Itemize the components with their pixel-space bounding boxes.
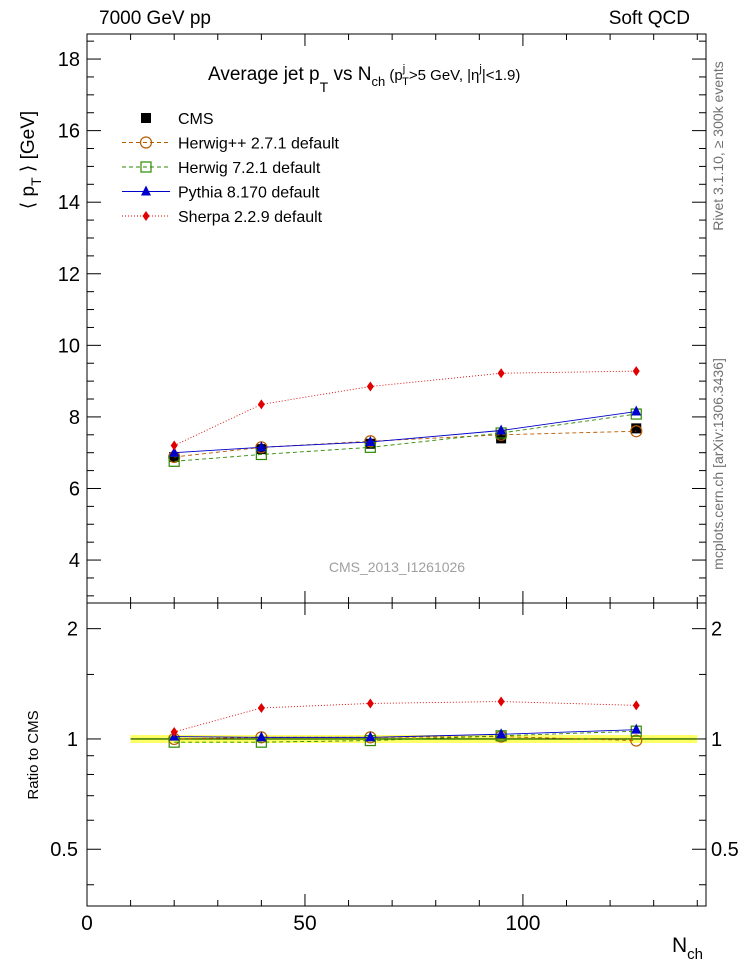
ratio-point-pythia-8-170-default [365,731,376,742]
legend-item-cms: CMS [141,111,214,128]
bottom-y-tick-label: 0.5 [50,839,78,861]
top-point-pythia-8-170-default [169,446,180,457]
top-series-herwig-2-7-1-default [168,425,643,464]
top-series-group [168,366,643,467]
top-line-pythia-8-170-default [174,411,637,454]
legend-item-pythia-8-170-default: Pythia 8.170 default [122,185,320,202]
top-point-sherpa-2-2-9-default [257,399,265,410]
x-tick-label: 50 [293,912,316,935]
header-energy: 7000 GeV pp [99,8,211,29]
legend-label: Herwig++ 2.7.1 default [178,136,340,153]
legend-marker [140,161,152,173]
top-y-tick-label: 14 [58,192,80,214]
ratio-series-group [168,696,643,748]
legend-marker [141,185,151,196]
ratio-point-pythia-8-170-default [496,728,507,739]
legend-item-herwig-7-2-1-default: Herwig 7.2.1 default [122,160,321,177]
legend-item-sherpa-2-2-9-default: Sherpa 2.2.9 default [122,209,323,226]
legend: CMS Herwig++ 2.7.1 default Herwig 7.2.1 de… [122,111,340,226]
top-series-sherpa-2-2-9-default [170,366,640,451]
rivet-info: Rivet 3.1.10, ≥ 300k events [710,61,726,231]
ratio-point-sherpa-2-2-9-default [497,696,505,707]
ratio-point-sherpa-2-2-9-default [170,726,178,737]
ratio-point-pythia-8-170-default [256,731,267,742]
x-tick-label: 100 [505,912,540,935]
top-point-herwig-2-7-1-default [630,425,643,438]
top-point-pythia-8-170-default [256,441,267,452]
legend-label: Herwig 7.2.1 default [178,160,321,177]
header-category: Soft QCD [608,8,690,29]
legend-marker [139,136,153,149]
top-point-sherpa-2-2-9-default [170,440,178,451]
ratio-point-sherpa-2-2-9-default [366,698,374,709]
top-y-tick-label: 18 [58,49,80,71]
top-y-tick-label: 16 [58,121,80,143]
x-tick-label: 0 [81,912,93,935]
top-point-sherpa-2-2-9-default [366,381,374,392]
top-point-pythia-8-170-default [496,424,507,435]
ratio-point-herwig-2-7-1-default [630,734,643,747]
ratio-line-sherpa-2-2-9-default [174,701,637,733]
legend-label: Pythia 8.170 default [178,185,320,202]
analysis-watermark: CMS_2013_I1261026 [329,559,465,575]
legend-marker [141,113,151,123]
bottom-y-axis-label: Ratio to CMS [25,710,42,799]
bottom-y-tick-label-right: 1 [711,729,722,751]
top-y-tick-label: 8 [69,407,80,429]
top-series-pythia-8-170-default [169,405,642,457]
x-axis-label: Nch [672,934,703,963]
top-point-sherpa-2-2-9-default [632,366,640,377]
bottom-y-tick-label: 1 [67,729,78,751]
bottom-y-tick-label: 2 [67,619,78,641]
legend-item-herwig-2-7-1-default: Herwig++ 2.7.1 default [122,136,340,153]
top-line-herwig-2-7-1-default [174,430,637,458]
bottom-frame [86,602,707,907]
plot-title: Average jet pT vs Nch (pj T>5 GeV, |ηj|<1… [208,63,520,95]
ratio-point-sherpa-2-2-9-default [632,700,640,711]
bottom-y-tick-label-right: 2 [711,619,722,641]
top-point-pythia-8-170-default [631,405,642,416]
top-line-herwig-7-2-1-default [174,413,637,462]
top-point-sherpa-2-2-9-default [497,368,505,379]
legend-label: Sherpa 2.2.9 default [178,209,323,226]
ratio-series-sherpa-2-2-9-default [170,696,640,737]
ratio-point-sherpa-2-2-9-default [257,702,265,713]
top-y-tick-label: 12 [58,264,80,286]
top-y-tick-label: 6 [69,478,80,500]
top-point-pythia-8-170-default [365,435,376,446]
legend-marker [142,211,150,221]
bottom-y-tick-label-right: 0.5 [711,839,739,861]
legend-label: CMS [178,111,214,128]
ratio-point-pythia-8-170-default [631,723,642,734]
top-y-tick-label: 10 [58,335,80,357]
top-line-sherpa-2-2-9-default [173,370,637,446]
top-point-cms [631,423,642,434]
top-y-tick-label: 4 [69,550,80,572]
ratio-series-pythia-8-170-default [169,723,642,742]
mcplots-info: mcplots.cern.ch [arXiv:1306.3436] [710,358,726,570]
top-series-herwig-7-2-1-default [168,408,642,467]
top-y-axis-label: ⟨ pT ⟩ [GeV] [18,111,44,209]
